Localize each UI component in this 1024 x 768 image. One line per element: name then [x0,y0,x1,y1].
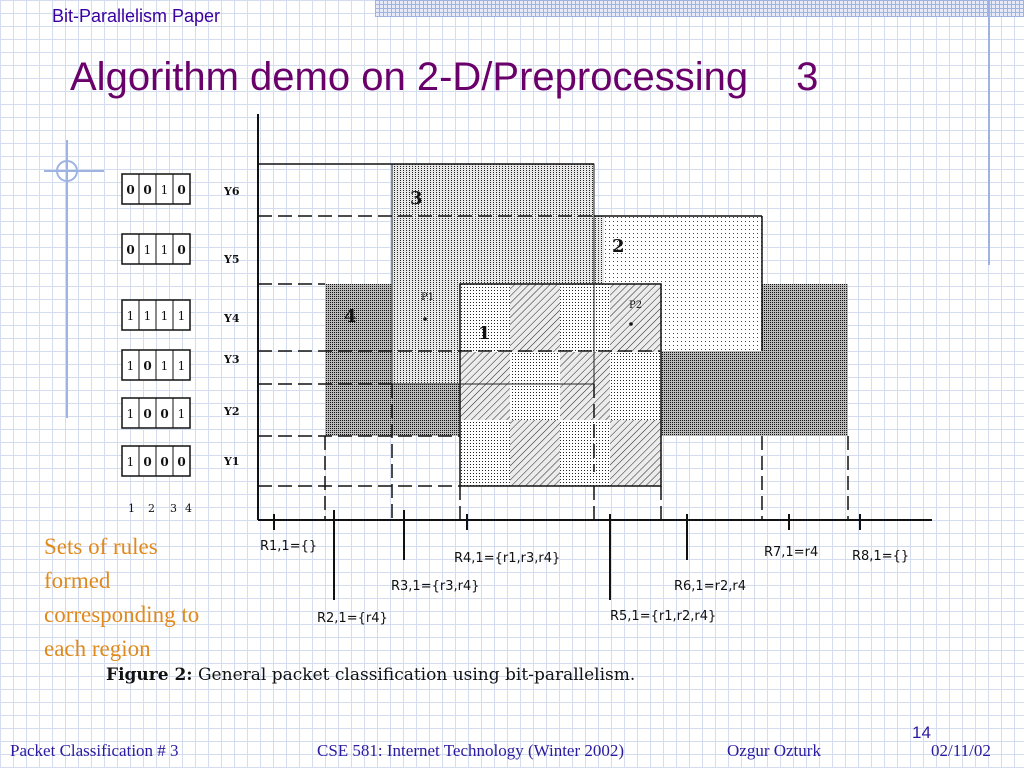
bit-value: 1 [127,455,135,469]
y-label: Y5 [223,253,240,266]
x-region-label: R5,1={r1,r2,r4} [610,609,716,624]
slide-title: Algorithm demo on 2-D/Preprocessing 3 [70,55,818,100]
bit-value: 0 [143,455,151,469]
bit-parallelism-figure: 1 2 3 4 P1 P2 Y6 Y5 Y4 Y3 Y2 Y1 0 0 1 00 1 1 0… [106,114,932,685]
rule-1-tile [510,284,560,352]
footer-center: CSE 581: Internet Technology (Winter 200… [317,741,625,760]
figure-caption: Figure 2: General packet classification … [106,665,635,685]
x-region-label: R6,1=r2,r4 [674,579,746,594]
decor-line-bullet [44,170,104,172]
y-label: Y4 [223,312,240,325]
bit-value: 1 [161,243,169,257]
bit-value: 1 [127,359,135,373]
bit-value: 0 [126,183,134,197]
y-label: Y1 [223,455,240,468]
note-line: Sets of rules [44,534,158,559]
note-line: corresponding to [44,602,200,627]
y-label: Y3 [223,353,240,366]
rule-1-tile [610,284,661,352]
bit-column-label: 2 [148,502,155,515]
rule-label: 3 [410,188,423,209]
bit-value: 0 [143,183,151,197]
header-band [375,0,1024,17]
point-label: P1 [421,292,434,303]
page-number: 14 [912,723,931,742]
bit-column-label: 4 [185,502,192,515]
point-label: P2 [629,300,642,311]
bit-value: 1 [178,359,186,373]
rule-label: 1 [478,323,491,344]
bit-column-label: 1 [128,502,135,515]
footer-date: 02/11/02 [931,741,991,760]
rule-1-tile [560,352,610,420]
rule-1-tile [510,420,560,486]
region-note: Sets of rules formed corresponding to ea… [44,530,249,666]
x-region-label: R1,1={} [260,539,317,554]
bit-value: 1 [127,407,135,421]
bit-value: 0 [143,407,151,421]
bit-value: 1 [178,309,186,323]
bit-value: 0 [177,183,185,197]
note-line: formed [44,568,111,593]
bit-value: 1 [178,407,186,421]
decor-line-right [988,0,990,265]
point-marker [423,317,427,321]
slide-title-number: 3 [796,55,819,99]
caption-text: General packet classification using bit-… [193,665,636,685]
bit-value: 1 [144,309,152,323]
x-region-label: R3,1={r3,r4} [391,579,480,594]
bit-value: 0 [160,407,168,421]
x-region-label: R2,1={r4} [317,611,388,626]
bit-column-label: 3 [170,502,177,515]
bit-value: 1 [161,359,169,373]
bit-value: 0 [126,243,134,257]
rule-1-tile [460,352,510,420]
bit-value: 0 [160,455,168,469]
rule-2-left [594,216,604,286]
decor-line-left [66,140,68,418]
bit-value: 0 [177,243,185,257]
x-region-label: R8,1={} [852,549,909,564]
x-region-label: R7,1=r4 [764,545,818,560]
x-region-label: R4,1={r1,r3,r4} [454,551,560,566]
point-marker [629,322,633,326]
bit-value: 1 [127,309,135,323]
rule-1-border [459,283,662,487]
rule-label: 2 [612,236,625,257]
slide-title-text: Algorithm demo on 2-D/Preprocessing [70,55,749,99]
bit-vectors: 0 0 1 00 1 1 01 1 1 11 0 1 11 0 0 11 0 0 0 [121,173,191,477]
header-label: Bit-Parallelism Paper [52,6,221,26]
bit-value: 1 [161,309,169,323]
bit-value: 0 [177,455,185,469]
bit-value: 0 [143,359,151,373]
y-label: Y2 [223,405,240,418]
y-label: Y6 [223,185,240,198]
circle-bullet-icon [56,160,78,182]
footer-left: Packet Classification # 3 [10,741,179,760]
footer-author: Ozgur Ozturk [727,741,821,760]
note-line: each region [44,636,151,661]
rule-1-tile [610,420,661,486]
caption-bold: Figure 2: [106,665,193,685]
bit-value: 1 [161,183,169,197]
bit-value: 1 [144,243,152,257]
rule-label: 4 [344,306,357,327]
